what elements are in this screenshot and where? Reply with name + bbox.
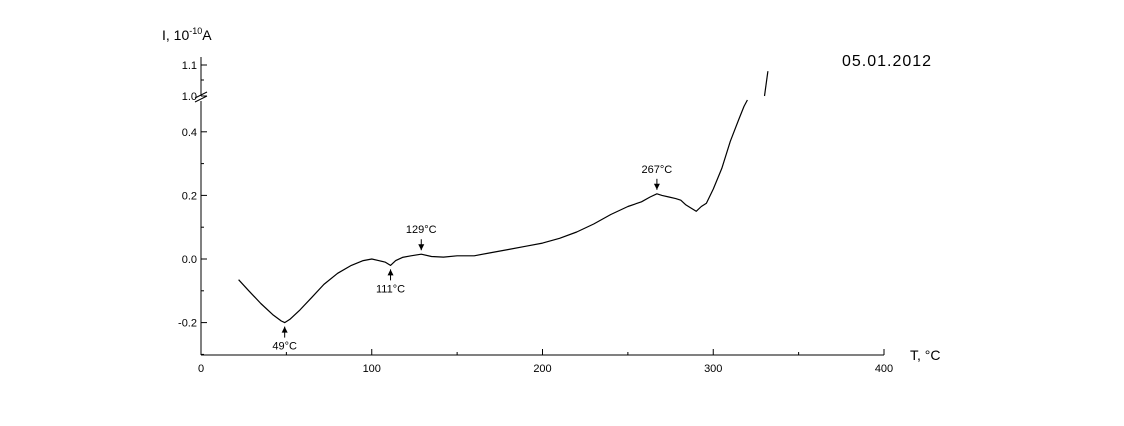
y-axis-title-unit: A	[202, 27, 212, 43]
x-tick-label: 400	[875, 363, 893, 375]
x-tick-label: 100	[363, 363, 381, 375]
y-tick-label: 1.0	[182, 91, 197, 103]
y-tick-label: -0.2	[178, 318, 197, 330]
x-tick-label: 200	[533, 363, 551, 375]
labels: 05.01.2012 T, °C I, 10-10A	[162, 26, 941, 363]
annotation-arrow-head	[653, 183, 660, 190]
x-axis-title: T, °C	[910, 347, 941, 363]
y-tick-label: 0.2	[182, 190, 197, 202]
annotation-label: 111°C	[376, 283, 405, 295]
series-layer	[238, 71, 769, 324]
annotations: 49°C 111°C 129°C 267°C	[272, 164, 672, 353]
annotation-arrow-head	[418, 244, 425, 251]
y-axis-title: I, 10-10A	[162, 26, 212, 43]
annotation-label: 49°C	[272, 341, 297, 353]
axes: 0 100 200 300 400 -0.2 0.0 0.2 0.4 1.0 1.1	[178, 57, 893, 375]
annotation-arrow-head	[387, 269, 394, 276]
series-line	[763, 71, 769, 97]
y-axis-break-mark	[194, 91, 208, 99]
y-axis-title-exponent: -10	[189, 26, 202, 36]
date-label: 05.01.2012	[842, 53, 932, 70]
y-axis-break-mark	[194, 95, 208, 103]
y-tick-label: 0.4	[182, 127, 197, 139]
annotation-label: 267°C	[642, 164, 673, 176]
annotation-arrow-head	[281, 326, 288, 333]
y-tick-label: 1.1	[182, 60, 197, 72]
x-tick-label: 300	[704, 363, 722, 375]
y-axis-title-main: I, 10	[162, 27, 189, 43]
x-tick-label: 0	[198, 363, 204, 375]
annotation-label: 129°C	[406, 224, 437, 236]
y-tick-label: 0.0	[182, 254, 197, 266]
series-line	[238, 99, 748, 324]
